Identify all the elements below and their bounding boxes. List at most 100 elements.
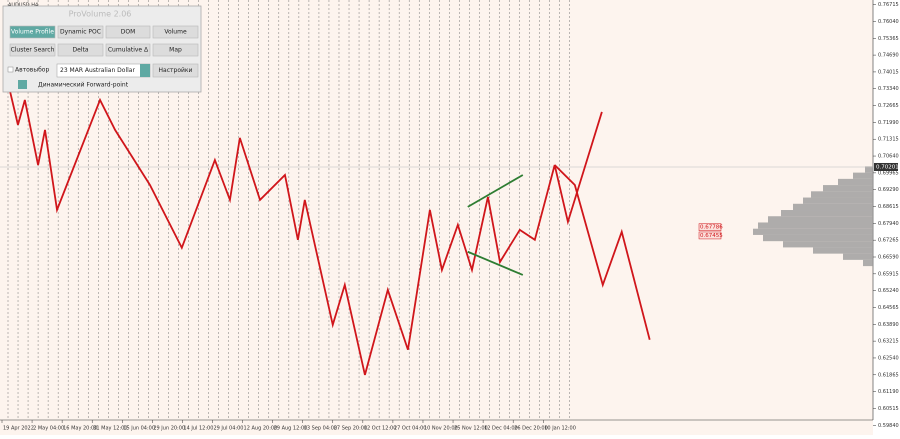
profile-bar <box>781 210 873 217</box>
x-tick-label: 12 Aug 20:00 <box>244 426 278 432</box>
x-tick-label: 12 Oct 12:00 <box>364 426 397 432</box>
profile-bar <box>803 197 873 204</box>
button[interactable]: Dynamic POC <box>57 25 104 39</box>
button-label[interactable]: DOM <box>121 29 136 36</box>
profile-bar <box>783 241 873 248</box>
y-tick-label: 0.76715 <box>878 2 899 8</box>
button[interactable]: Delta <box>57 43 104 57</box>
y-tick-label: 0.74690 <box>878 53 899 59</box>
zigzag-line <box>554 164 651 340</box>
y-tick-label: 0.70640 <box>878 154 899 160</box>
y-tick-label: 0.75365 <box>878 36 899 42</box>
checkbox[interactable] <box>7 66 14 73</box>
button[interactable]: Настройки <box>152 63 199 78</box>
y-tick-label: 0.73340 <box>878 86 899 92</box>
button-label[interactable]: Volume <box>164 29 187 36</box>
y-tick-label: 0.66590 <box>878 255 899 261</box>
x-tick-label: 29 Jun 20:00 <box>153 426 185 432</box>
y-tick-label: 0.69290 <box>878 187 899 193</box>
x-tick-label: 19 Apr 2022 <box>3 426 34 432</box>
dropdown-arrow[interactable] <box>140 64 150 77</box>
button[interactable]: Volume <box>152 25 199 39</box>
profile-bar <box>853 172 873 179</box>
level-box <box>698 231 722 240</box>
profile-bar <box>811 191 873 198</box>
button-label[interactable]: Map <box>169 47 182 54</box>
x-tick-label: 26 Dec 20:00 <box>514 426 548 432</box>
profile-bar <box>758 222 873 229</box>
profile-bar <box>763 234 873 242</box>
x-tick-label: 2 May 04:00 <box>33 426 64 432</box>
instrument-label: 23 MAR Australian Dollar <box>60 67 135 74</box>
profile-bar <box>813 247 873 254</box>
x-tick-label: 10 Nov 20:00 <box>424 426 458 432</box>
y-tick-label: 0.65915 <box>878 271 899 277</box>
y-tick-label: 0.72665 <box>878 103 899 109</box>
x-tick-label: 15 Jun 04:00 <box>123 426 155 432</box>
zigzag-line <box>4 69 603 376</box>
plot: 0.70201 0.67786 0.67455 0.76715 0.76040 0.753… <box>0 2 899 432</box>
x-tick-label: 29 Jul 04:00 <box>213 426 243 432</box>
current-price-label: 0.70201 <box>876 164 899 170</box>
button[interactable]: Cluster Search <box>9 43 56 57</box>
button[interactable]: Cumulative Δ <box>105 43 151 57</box>
y-tick-label: 0.71315 <box>878 137 899 143</box>
x-tick-label: 14 Jul 12:00 <box>183 426 213 432</box>
provolume-panel: ProVolume 2.06 Volume Profile Dynamic PO… <box>2 5 202 93</box>
x-tick-label: 27 Sep 20:00 <box>334 426 367 432</box>
y-tick-label: 0.68615 <box>878 204 899 210</box>
y-tick-label: 0.63215 <box>878 339 899 345</box>
x-tick-label: 25 Nov 12:00 <box>454 426 488 432</box>
profile-bar <box>823 185 873 192</box>
current-price-box <box>874 162 898 171</box>
y-tick-label: 0.74015 <box>878 69 899 75</box>
level-label: 0.67786 <box>700 225 723 231</box>
y-tick-label: 0.65240 <box>878 288 899 294</box>
zigzag-line <box>467 174 524 208</box>
x-tick-label: 31 May 12:00 <box>93 426 127 432</box>
y-tick-label: 0.67265 <box>878 238 899 244</box>
y-tick-label: 0.61190 <box>878 389 899 395</box>
panel-title: ProVolume 2.06 <box>69 10 132 19</box>
button-label[interactable]: Delta <box>72 47 88 54</box>
x-tick-label: 10 Jan 12:00 <box>544 426 576 432</box>
y-tick-label: 0.76040 <box>878 19 899 25</box>
x-tick-label: 12 Dec 04:00 <box>484 426 518 432</box>
x-tick-label: 27 Oct 04:00 <box>394 426 427 432</box>
y-tick-label: 0.71990 <box>878 120 899 126</box>
x-tick-label: 13 Sep 04:00 <box>304 426 337 432</box>
symbol-label: AUDUSD,H4 <box>8 3 38 9</box>
x-tick-label: 16 May 20:00 <box>63 426 97 432</box>
button-label[interactable]: Dynamic POC <box>60 29 101 36</box>
level-label: 0.67455 <box>700 233 723 239</box>
y-tick-label: 0.63890 <box>878 322 899 328</box>
profile-bar <box>865 166 873 173</box>
profile-bar <box>793 203 873 211</box>
button[interactable]: DOM <box>105 25 151 39</box>
button-label[interactable]: Cumulative Δ <box>108 47 149 54</box>
auto-select-label[interactable]: Автовыбор <box>15 67 49 74</box>
profile-bar <box>768 216 873 223</box>
x-tick-label: 29 Aug 12:00 <box>274 426 308 432</box>
button-label[interactable]: Volume Profile <box>11 29 54 36</box>
y-tick-label: 0.60515 <box>878 406 899 412</box>
profile-bar <box>843 253 873 260</box>
y-tick-label: 0.62540 <box>878 355 899 361</box>
profile-bar <box>863 259 873 267</box>
button-label[interactable]: Cluster Search <box>11 47 55 54</box>
profile-bar <box>753 228 873 235</box>
profile-bar <box>838 178 873 186</box>
button[interactable]: Map <box>152 43 199 57</box>
button-label[interactable]: Настройки <box>159 67 193 74</box>
level-box <box>698 223 722 231</box>
zigzag-line <box>467 250 524 276</box>
price-axis-background <box>873 0 900 435</box>
y-tick-label: 0.61865 <box>878 372 899 378</box>
forward-point-label: Динамический Forward-point <box>38 82 129 89</box>
y-tick-label: 0.59840 <box>878 423 899 429</box>
forward-point-toggle[interactable] <box>18 80 27 89</box>
button[interactable]: Volume Profile <box>9 25 56 39</box>
y-tick-label: 0.69965 <box>878 170 899 176</box>
